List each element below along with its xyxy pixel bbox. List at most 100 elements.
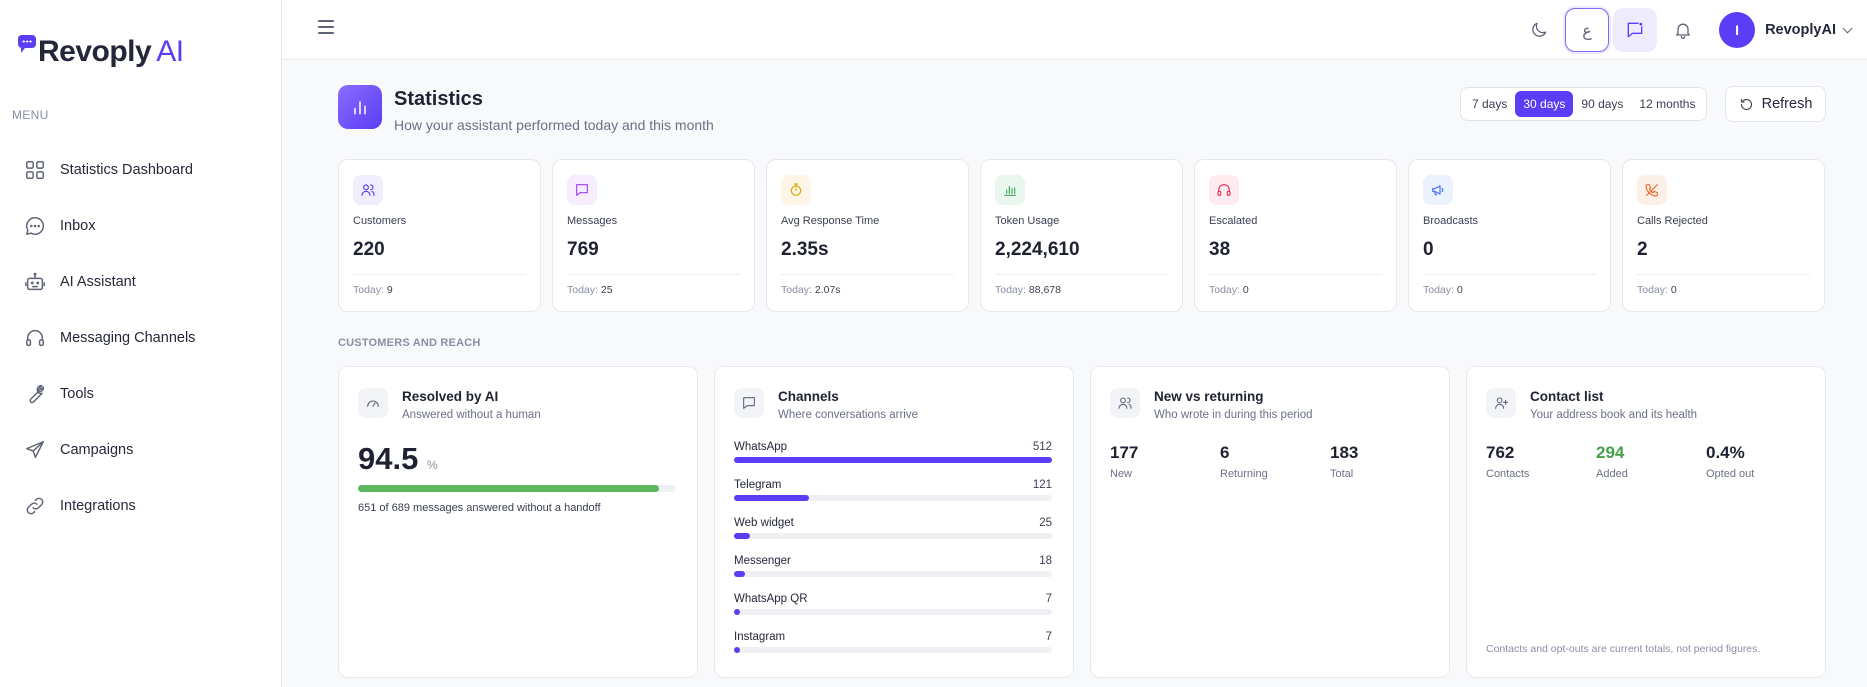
stat-today: Today: 88,678 [995,284,1061,296]
link-icon [26,497,44,515]
gauge-icon [358,388,388,418]
channel-row: WhatsApp 512 [734,441,1052,479]
channels-panel: Channels Where conversations arrive What… [714,366,1074,678]
wrench-icon [29,385,44,404]
range-30-days[interactable]: 30 days [1515,91,1574,117]
sidebar-item-campaigns[interactable]: Campaigns [0,422,282,478]
sidebar-item-inbox[interactable]: Inbox [0,198,282,254]
phone-off-icon [1637,175,1667,205]
panel-subtitle: Your address book and its health [1530,409,1698,421]
page-title: Statistics [394,88,483,110]
dark-mode-toggle[interactable] [1517,8,1561,52]
sidebar-item-messaging-channels[interactable]: Messaging Channels [0,310,282,366]
contacts-footnote: Contacts and opt-outs are current totals… [1486,643,1761,655]
brand-logo[interactable]: Revoply AI [14,30,184,74]
metric-returning: 6 Returning [1220,443,1268,480]
range-12-months[interactable]: 12 months [1639,97,1696,111]
channel-count: 121 [1032,479,1052,491]
range-7-days[interactable]: 7 days [1472,97,1508,111]
sidebar-item-label: Tools [60,386,94,402]
sidebar-item-label: Statistics Dashboard [60,162,193,178]
channel-list: WhatsApp 512 Telegram 121 Web widget 25 Messen… [734,441,1052,669]
stat-today: Today: 0 [1209,284,1249,296]
sidebar-item-label: Campaigns [60,442,134,458]
notifications-button[interactable] [1661,8,1705,52]
percent-unit: % [427,458,438,472]
stat-today: Today: 2.07s [781,284,841,296]
user-plus-icon [1486,388,1516,418]
stat-label: Customers [353,215,407,227]
channel-row: Telegram 121 [734,479,1052,517]
date-range-selector: 7 days 30 days 90 days 12 months [1460,87,1708,121]
channel-bar-fill [734,533,750,539]
menu-toggle-icon[interactable] [318,20,334,34]
sidebar-item-tools[interactable]: Tools [0,366,282,422]
channel-name: WhatsApp QR [734,593,808,605]
chat-square-icon [1627,21,1644,38]
stat-value: 2.35s [781,239,829,260]
metric-value: 6 [1220,443,1230,462]
metric-label: Contacts [1486,468,1530,480]
chat-button[interactable] [1613,8,1658,52]
metric-value: 762 [1486,443,1515,462]
metric-label: Total [1330,468,1354,480]
resolved-note: 651 of 689 messages answered without a h… [358,502,601,514]
channel-count: 512 [1032,441,1052,453]
metric-added: 294 Added [1596,443,1628,480]
sidebar-item-ai-assistant[interactable]: AI Assistant [0,254,282,310]
channel-bar-track [734,647,1052,653]
sidebar-nav: Statistics Dashboard Inbox AI Assistant … [0,142,282,534]
panel-subtitle: Who wrote in during this period [1154,409,1313,421]
metric-contacts: 762 Contacts [1486,443,1529,480]
channel-name: Web widget [734,517,794,529]
sidebar-item-label: AI Assistant [60,274,136,290]
language-switch-button[interactable]: ع [1565,8,1610,52]
stat-card-avg-response-time: Avg Response Time 2.35s Today: 2.07s [766,159,969,312]
metric-label: Opted out [1706,468,1755,480]
contact-list-panel: Contact list Your address book and its h… [1466,366,1826,678]
panel-title: Channels [778,389,839,404]
channel-bar-track [734,609,1052,615]
divider [353,274,526,275]
stat-card-escalated: Escalated 38 Today: 0 [1194,159,1397,312]
metric-value: 177 [1110,443,1139,462]
stat-today: Today: 9 [353,284,393,296]
channel-name: Messenger [734,555,791,567]
channel-bar-fill [734,457,1052,463]
user-name: RevoplyAI [1765,22,1836,38]
sidebar-item-integrations[interactable]: Integrations [0,478,282,534]
stat-today: Today: 0 [1423,284,1463,296]
panel-title: New vs returning [1154,389,1264,404]
panel-subtitle: Where conversations arrive [778,409,918,421]
metric-value: 294 [1596,443,1625,462]
metric-opted-out: 0.4% Opted out [1706,443,1754,480]
stat-value: 2 [1637,239,1648,260]
divider [567,274,740,275]
section-label: CUSTOMERS AND REACH [338,337,481,349]
stat-label: Avg Response Time [781,215,880,227]
stat-label: Escalated [1209,215,1258,227]
bell-icon [1676,23,1690,39]
refresh-button[interactable]: Refresh [1725,86,1826,122]
resolved-progress-bar [358,485,676,492]
sidebar-item-statistics-dashboard[interactable]: Statistics Dashboard [0,142,282,198]
topbar: ع I RevoplyAI [282,0,1867,60]
message-icon [567,175,597,205]
channel-bar-track [734,533,1052,539]
sidebar-item-label: Inbox [60,218,96,234]
bar-chart-icon [354,101,366,115]
metric-value: 0.4% [1706,443,1745,462]
range-90-days[interactable]: 90 days [1581,97,1624,111]
stat-today: Today: 0 [1637,284,1677,296]
stat-value: 2,224,610 [995,239,1080,260]
new-vs-returning-panel: New vs returning Who wrote in during thi… [1090,366,1450,678]
stat-card-customers: Customers 220 Today: 9 [338,159,541,312]
divider [1209,274,1382,275]
divider [995,274,1168,275]
resolved-percentage: 94.5 [358,441,419,476]
metric-total: 183 Total [1330,443,1358,480]
brand-suffix: AI [156,35,184,68]
channel-bar-fill [734,609,740,615]
user-menu[interactable]: I RevoplyAI [1719,12,1853,48]
avatar: I [1719,12,1756,48]
